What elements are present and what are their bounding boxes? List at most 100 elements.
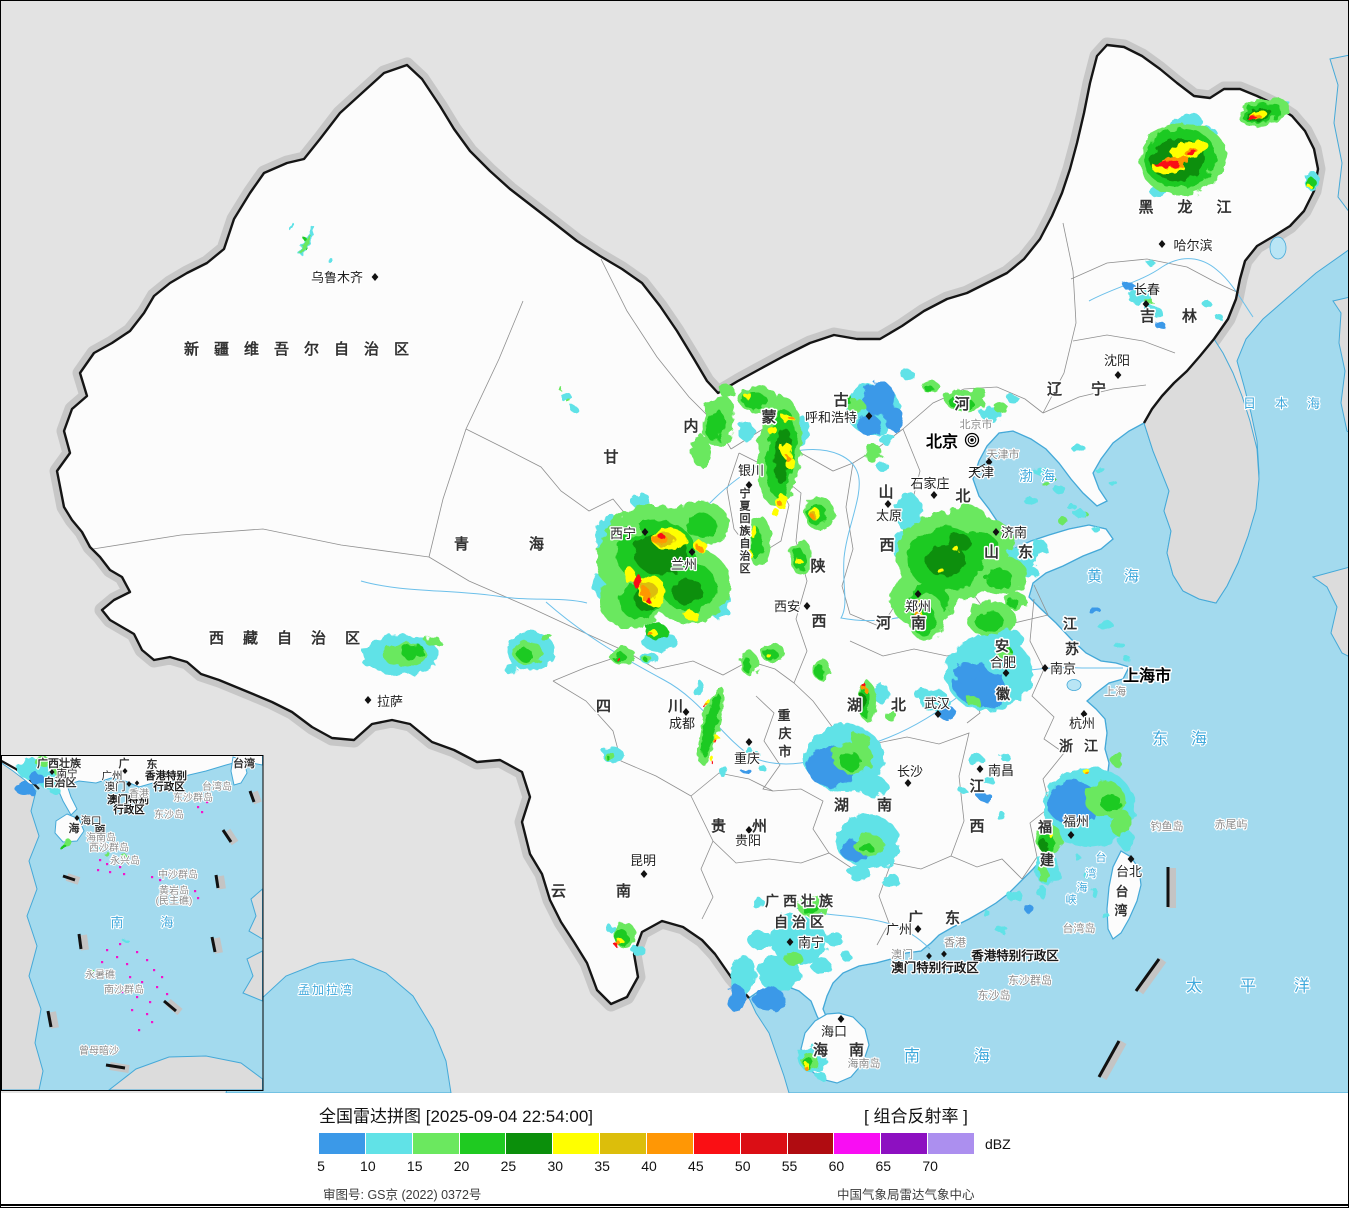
china-national-border: [55, 43, 1320, 1006]
radar-cell: [1102, 911, 1108, 919]
radar-cell: [847, 399, 865, 413]
radar-cell: [122, 855, 128, 859]
city-marker: [1114, 371, 1122, 379]
radar-cell: [971, 388, 987, 398]
city-marker: [926, 952, 932, 960]
radar-cell: [926, 545, 966, 577]
dash-shadow: [165, 998, 183, 1016]
inset-border: [1, 755, 264, 1091]
colorbar-unit: dBZ: [985, 1136, 1011, 1152]
radar-cell: [1036, 885, 1046, 897]
colorbar-segment-20: [459, 1133, 506, 1154]
inset-label: 台湾岛: [202, 780, 232, 793]
radar-cell: [504, 664, 518, 674]
radar-cell: [1156, 322, 1166, 330]
province-label: 苏: [1065, 641, 1079, 657]
radar-cell: [34, 756, 52, 766]
inset-label: 东: [147, 757, 158, 771]
city-label: 济南: [1001, 525, 1027, 540]
south-china-sea-inset: 广西壮族自治区广东台湾台湾岛香港特别行政区澳门特别行政区香港 东沙群岛东沙岛海 南海…: [1, 755, 264, 1091]
inset-label: 澳门特别: [107, 793, 149, 806]
radar-cell: [671, 578, 703, 604]
radar-cell: [1147, 260, 1155, 266]
province-label: 宁夏回族自治区: [740, 486, 752, 575]
radar-cell: [658, 534, 666, 540]
island-dot: [194, 890, 197, 893]
inset-island-dots: [97, 801, 209, 1032]
province-label: 浙江: [1059, 738, 1109, 754]
city-label: 沈阳: [1104, 353, 1130, 368]
radar-cell: [839, 752, 861, 770]
radar-cell: [694, 680, 704, 698]
radar-cell: [30, 773, 44, 785]
radar-cell: [747, 749, 759, 757]
island-dot: [126, 963, 129, 966]
radar-cell: [827, 1028, 835, 1034]
radar-cell: [50, 787, 62, 795]
city-label: 福州: [1063, 814, 1089, 829]
city-marker: [934, 710, 942, 718]
colorbar-segment-25: [506, 1133, 553, 1154]
province-label: 蒙: [761, 408, 776, 426]
city-marker: [745, 826, 753, 834]
city-marker: [1142, 300, 1150, 308]
city-label: 合肥: [990, 655, 1016, 670]
radar-cell: [788, 416, 794, 420]
radar-cell: [1187, 150, 1197, 156]
radar-cell: [1072, 445, 1086, 453]
beijing-label: 北京: [926, 432, 958, 451]
radar-cell: [728, 985, 746, 1013]
radar-cell: [785, 456, 791, 462]
inset-nine-dash-line: [46, 790, 262, 1073]
island-dot: [156, 986, 159, 989]
tick-value: 5: [317, 1158, 325, 1174]
island-dot: [161, 976, 164, 979]
radar-cell: [103, 851, 109, 855]
radar-cell: [606, 925, 616, 933]
colorbar-tick-values: 5 10 15 20 25 30 35 40 45 50 55 60 65 70: [1, 1158, 1348, 1176]
radar-cell: [1007, 598, 1019, 608]
radar-echo-layer: [288, 97, 1319, 1080]
radar-cell: [900, 369, 914, 379]
inset-city-marker: [134, 780, 140, 786]
dash-shadow: [79, 934, 89, 951]
radar-cell: [1092, 526, 1100, 532]
inset-label: 海: [69, 821, 80, 835]
radar-cell: [1003, 646, 1011, 652]
minor-label: 澳门: [891, 947, 913, 961]
province-label: 市: [778, 744, 791, 759]
tick-value: 45: [688, 1158, 704, 1174]
city-label: 长沙: [897, 764, 923, 779]
radar-cell: [785, 952, 803, 966]
island-dot: [153, 969, 156, 972]
sea-label: 台: [1096, 850, 1107, 864]
city-marker: [641, 528, 649, 536]
radar-cell: [684, 610, 698, 620]
japan-coast-strip: [1332, 296, 1348, 433]
island-dot: [136, 996, 139, 999]
shanghai-label: 上海市: [1123, 666, 1171, 685]
tick-value: 60: [828, 1158, 845, 1174]
radar-cell: [851, 733, 871, 749]
sea-label: 黄海: [1087, 568, 1161, 585]
island-dot: [138, 1029, 141, 1032]
province-label: 古: [833, 391, 848, 409]
radar-cell: [859, 775, 887, 797]
city-marker: [803, 602, 811, 610]
dash-shadow: [250, 790, 262, 805]
dash-segment: [210, 936, 217, 953]
colorbar-segment-50: [740, 1133, 787, 1154]
tick-value: 25: [500, 1158, 517, 1174]
radar-cell: [54, 768, 68, 778]
radar-cell: [749, 525, 757, 537]
province-label: 湖南: [834, 796, 920, 814]
radar-cell: [1050, 477, 1056, 481]
radar-cell: [632, 946, 646, 956]
radar-cell: [864, 444, 882, 462]
city-label: 呼和浩特: [805, 410, 857, 425]
sar-label: 澳门特别行政区: [891, 960, 979, 975]
nine-dash-line: [1097, 867, 1176, 1080]
city-label: 长春: [1134, 282, 1160, 297]
inset-city-marker: [122, 768, 128, 774]
